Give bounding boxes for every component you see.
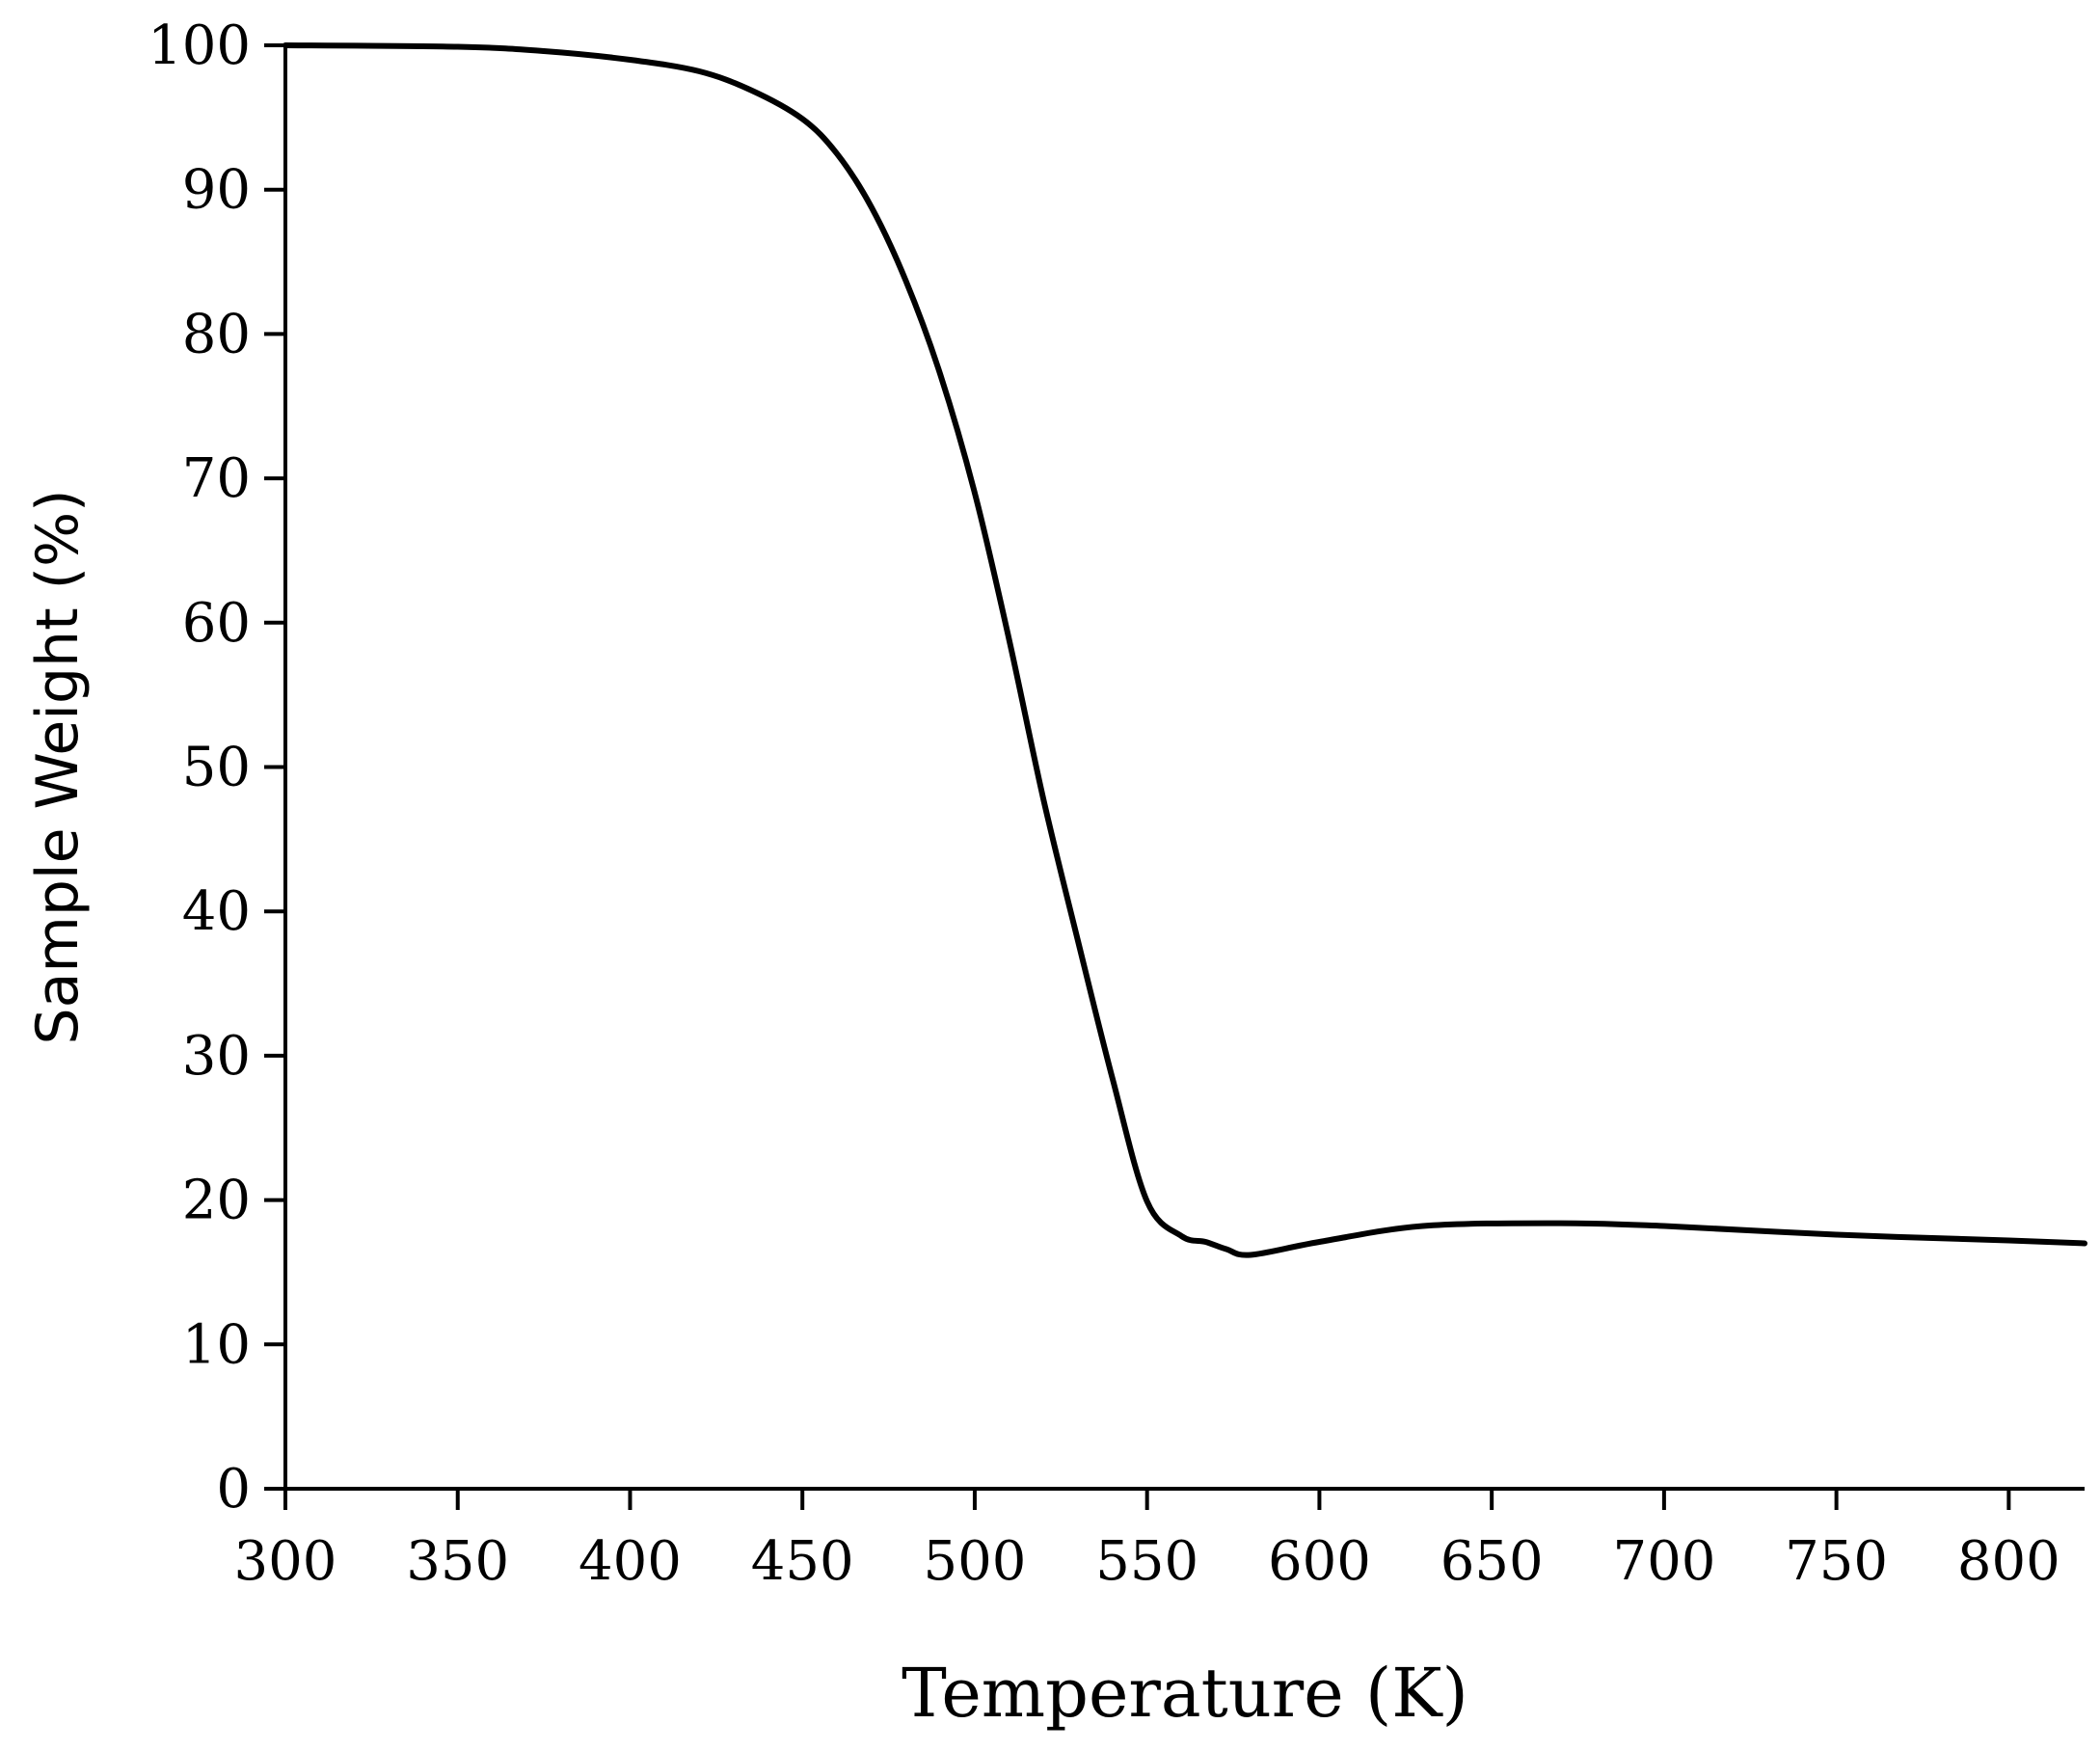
x-tick-label: 350 xyxy=(406,1530,509,1593)
x-tick-label: 700 xyxy=(1612,1530,1715,1593)
y-axis-ticks: 0 10 20 30 40 50 60 70 80 90 100 xyxy=(148,14,285,1521)
x-axis-title: Temperature (K) xyxy=(902,1654,1468,1733)
y-tick-label: 100 xyxy=(148,14,251,77)
x-tick-label: 800 xyxy=(1957,1530,2060,1593)
y-tick-label: 50 xyxy=(182,737,251,799)
y-tick-label: 0 xyxy=(216,1458,251,1521)
weight-loss-curve xyxy=(283,42,2087,1258)
y-tick-label: 70 xyxy=(182,447,251,510)
y-axis-title: Sample Weight (%) xyxy=(24,490,92,1045)
x-tick-label: 600 xyxy=(1268,1530,1371,1593)
x-tick-label: 400 xyxy=(579,1530,682,1593)
y-tick-label: 30 xyxy=(182,1025,251,1088)
x-tick-label: 550 xyxy=(1095,1530,1198,1593)
y-tick-label: 40 xyxy=(182,880,251,943)
y-tick-label: 60 xyxy=(182,592,251,655)
x-tick-label: 500 xyxy=(923,1530,1026,1593)
plot-area: 0 10 20 30 40 50 60 70 80 90 100 300 350 400 450 500 55… xyxy=(148,14,2087,1593)
y-tick-label: 80 xyxy=(182,303,251,365)
x-tick-label: 750 xyxy=(1785,1530,1888,1593)
y-tick-label: 90 xyxy=(182,159,251,222)
y-tick-label: 20 xyxy=(182,1170,251,1232)
x-axis-ticks: 300 350 400 450 500 550 600 650 700 750 800 xyxy=(234,1489,2060,1593)
x-tick-label: 450 xyxy=(751,1530,854,1593)
x-tick-label: 300 xyxy=(234,1530,337,1593)
x-tick-label: 650 xyxy=(1440,1530,1544,1593)
y-tick-label: 10 xyxy=(182,1313,251,1376)
